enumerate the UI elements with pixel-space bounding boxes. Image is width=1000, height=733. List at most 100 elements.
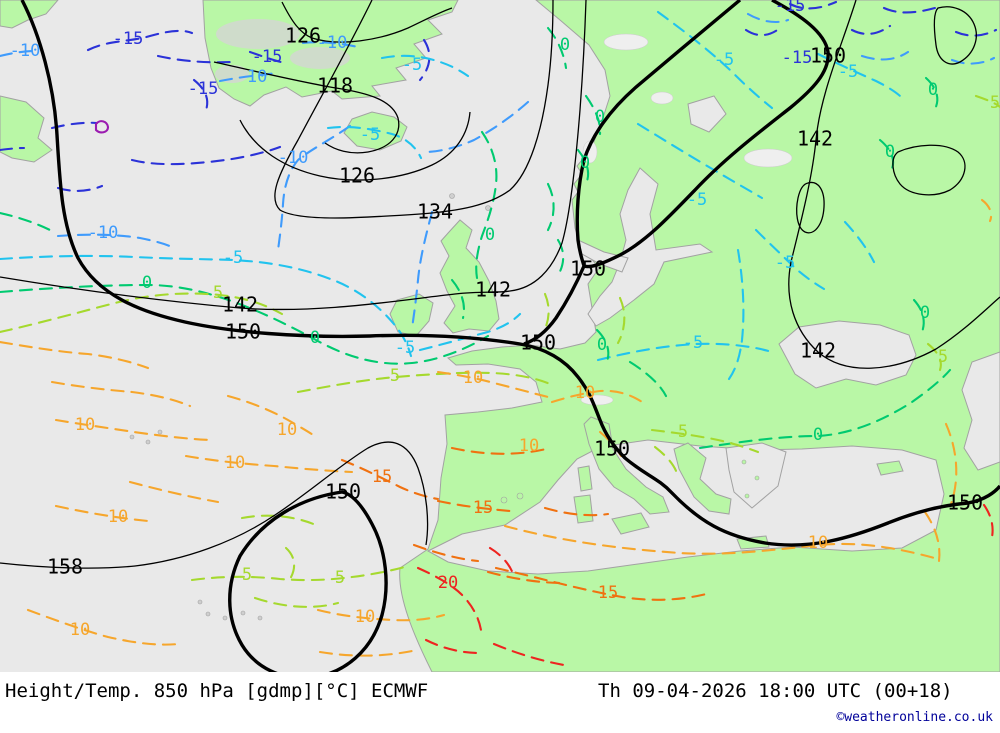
temp-contour-label: -5: [402, 55, 422, 75]
contour-line: [982, 503, 994, 539]
height-contour-label: 150: [810, 44, 846, 68]
contour-line: [974, 94, 1000, 109]
contour-line: [218, 71, 280, 83]
contour-line: [727, 248, 745, 381]
height-contour-label: 150: [570, 257, 606, 281]
height-contour-label: 150: [225, 320, 261, 344]
temp-contour-label: 10: [225, 453, 245, 473]
temp-contour-label: 20: [438, 573, 458, 593]
contour-line: [340, 458, 440, 501]
contour-line: [543, 506, 610, 517]
height-contour-label: 150: [947, 491, 983, 515]
temp-contour-label: -5: [360, 125, 380, 145]
contour-line: [492, 642, 566, 667]
contour-line: [546, 182, 555, 232]
contour-line: [488, 546, 516, 579]
russia-snow: [743, 148, 793, 168]
contour-126-north: [281, 1, 453, 43]
contour-118: [213, 61, 400, 154]
contour-line: [50, 380, 192, 408]
aegean-island: [741, 459, 747, 465]
contour-line: [923, 510, 941, 563]
contour-line: [276, 124, 352, 252]
contour-142-east: [788, 0, 1000, 369]
contour-line: [576, 148, 590, 183]
contour-line: [424, 638, 482, 655]
height-contour-label: 142: [475, 278, 511, 302]
height-contour-label: 150: [325, 480, 361, 504]
black-sea: [778, 320, 917, 389]
contour-line: [54, 504, 150, 523]
temp-contour-label: -10: [237, 67, 268, 87]
greenland-icecap: [290, 47, 350, 69]
contour-line: [418, 38, 431, 82]
balearic-island: [500, 496, 508, 504]
contour-line: [0, 283, 490, 365]
canary-island: [240, 610, 246, 616]
temp-contour-label: -10: [88, 223, 119, 243]
land-greece: [673, 442, 732, 515]
temp-contours-minus10: [0, 12, 996, 330]
contour-142-inner-oval: [796, 181, 825, 234]
aegean-island: [744, 493, 750, 499]
temp-contour-label: -15: [188, 79, 219, 99]
contour-line: [541, 292, 550, 335]
temp-contour-label: -5: [683, 333, 703, 353]
land-sicily: [611, 512, 650, 535]
temp-contour-label: 0: [928, 80, 938, 100]
contour-line: [744, 26, 782, 37]
contour-line: [318, 649, 414, 657]
contour-line: [494, 566, 712, 601]
contour-line: [380, 54, 470, 78]
land-italy: [583, 416, 670, 515]
contour-line: [788, 0, 838, 10]
contour-line: [0, 254, 413, 358]
contour-line: [555, 238, 565, 279]
contour-line: [596, 342, 774, 362]
contour-line: [326, 125, 423, 160]
contour-line: [450, 278, 466, 320]
temp-contour-label: 15: [598, 583, 618, 603]
azores-island: [145, 439, 151, 445]
temp-contour-label: -15: [775, 0, 806, 16]
contour-line: [94, 120, 110, 134]
contour-line: [412, 543, 480, 563]
contour-142-closed-northeast: [933, 6, 977, 65]
contour-line: [656, 10, 774, 110]
scandinavia-snow: [650, 91, 674, 105]
azores-island: [129, 434, 135, 440]
contour-line: [301, 41, 360, 49]
contour-line: [0, 292, 284, 334]
temp-contours-10: [0, 198, 993, 657]
temp-contours-0: [0, 26, 952, 450]
temp-contour-label: 5: [242, 565, 252, 585]
contour-line: [698, 368, 952, 450]
contour-line: [54, 418, 212, 442]
height-contour-label: 118: [317, 74, 353, 98]
mediterranean-lands: [500, 416, 904, 550]
contour-line: [156, 54, 234, 64]
height-labels: 1261181261341421501421501501501421421501…: [47, 24, 983, 579]
contour-line: [926, 342, 942, 372]
land-great-britain: [439, 219, 500, 334]
temp-contour-label: -5: [223, 248, 243, 268]
temp-contour-label: 0: [310, 328, 320, 348]
contour-line: [980, 198, 993, 223]
height-contour-label: 126: [339, 164, 375, 188]
contour-line: [754, 228, 826, 291]
contour-150-main: [20, 0, 1000, 547]
contour-134: [274, 0, 554, 219]
temp-contour-label: 5: [990, 93, 1000, 113]
temp-contour-label: 10: [108, 507, 128, 527]
temp-contour-label: 15: [473, 498, 493, 518]
baltic-sea: [587, 167, 714, 327]
temp-contour-label: -5: [714, 50, 734, 70]
contour-line: [248, 50, 288, 65]
canary-island: [222, 615, 228, 621]
contour-150-norway-coast: [523, 0, 742, 346]
temp-contour-minus20: [94, 120, 110, 134]
land-sardinia: [573, 494, 594, 524]
contour-line: [26, 608, 180, 646]
scandinavia-snow: [603, 33, 649, 51]
contour-line: [418, 312, 522, 352]
